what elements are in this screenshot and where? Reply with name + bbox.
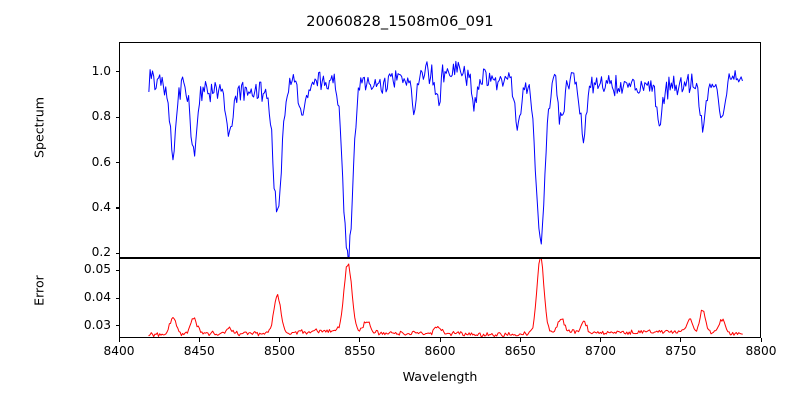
error-y-0.05-tick-label: 0.05 bbox=[83, 262, 111, 277]
x-8600-tick-mark bbox=[439, 338, 441, 342]
spectrum-y-0.2-tick-mark bbox=[115, 252, 119, 255]
error-y-0.04-tick-mark bbox=[115, 297, 119, 299]
error-y-0.03-tick-label: 0.03 bbox=[83, 317, 111, 332]
x-8800-tick-label: 8800 bbox=[745, 344, 777, 358]
error-line-series bbox=[148, 259, 743, 337]
x-axis-label: Wavelength bbox=[402, 369, 478, 384]
x-8450-tick-mark bbox=[198, 338, 200, 342]
spectrum-plot-area bbox=[119, 42, 761, 258]
x-8700-tick-mark bbox=[600, 338, 602, 342]
x-8650-tick-label: 8650 bbox=[504, 344, 536, 358]
spectrum-y-axis-label: Spectrum bbox=[31, 96, 47, 159]
spectrum-line-series bbox=[148, 60, 743, 257]
x-8550-tick-mark bbox=[359, 338, 361, 342]
x-8650-tick-mark bbox=[519, 338, 521, 342]
x-8400-tick-mark bbox=[118, 338, 120, 342]
spectrum-y-0.4-tick-mark bbox=[115, 207, 119, 209]
spectrum-y-0.6-tick-label: 0.6 bbox=[91, 154, 111, 169]
x-8450-tick-label: 8450 bbox=[183, 344, 215, 358]
error-y-0.04-tick-label: 0.04 bbox=[83, 290, 111, 304]
error-y-0.05-tick-mark bbox=[115, 269, 119, 271]
x-8750-tick-mark bbox=[680, 338, 682, 342]
x-8750-tick-label: 8750 bbox=[665, 344, 697, 358]
x-8500-tick-label: 8500 bbox=[263, 344, 296, 358]
x-8700-tick-label: 8700 bbox=[584, 344, 617, 358]
figure-title: 20060828_1508m06_091 bbox=[306, 14, 494, 30]
x-8800-tick-mark bbox=[760, 338, 762, 342]
spectrum-y-1.0-tick-label: 1.0 bbox=[91, 63, 111, 78]
x-8550-tick-label: 8550 bbox=[344, 344, 376, 358]
spectrum-y-0.8-tick-mark bbox=[115, 116, 119, 118]
spectrum-y-1.0-tick-mark bbox=[115, 71, 119, 73]
x-8500-tick-mark bbox=[279, 338, 281, 342]
error-y-0.03-tick-mark bbox=[115, 325, 119, 327]
spectrum-y-0.2-tick-label: 0.2 bbox=[91, 245, 111, 260]
error-plot-area bbox=[119, 258, 761, 338]
spectrum-y-0.6-tick-mark bbox=[115, 162, 119, 164]
spectrum-y-0.8-tick-label: 0.8 bbox=[91, 109, 111, 124]
error-y-axis-label: Error bbox=[31, 275, 47, 306]
x-8600-tick-label: 8600 bbox=[424, 344, 456, 358]
spectrum-y-0.4-tick-label: 0.4 bbox=[91, 199, 111, 214]
x-8400-tick-label: 8400 bbox=[103, 344, 135, 358]
